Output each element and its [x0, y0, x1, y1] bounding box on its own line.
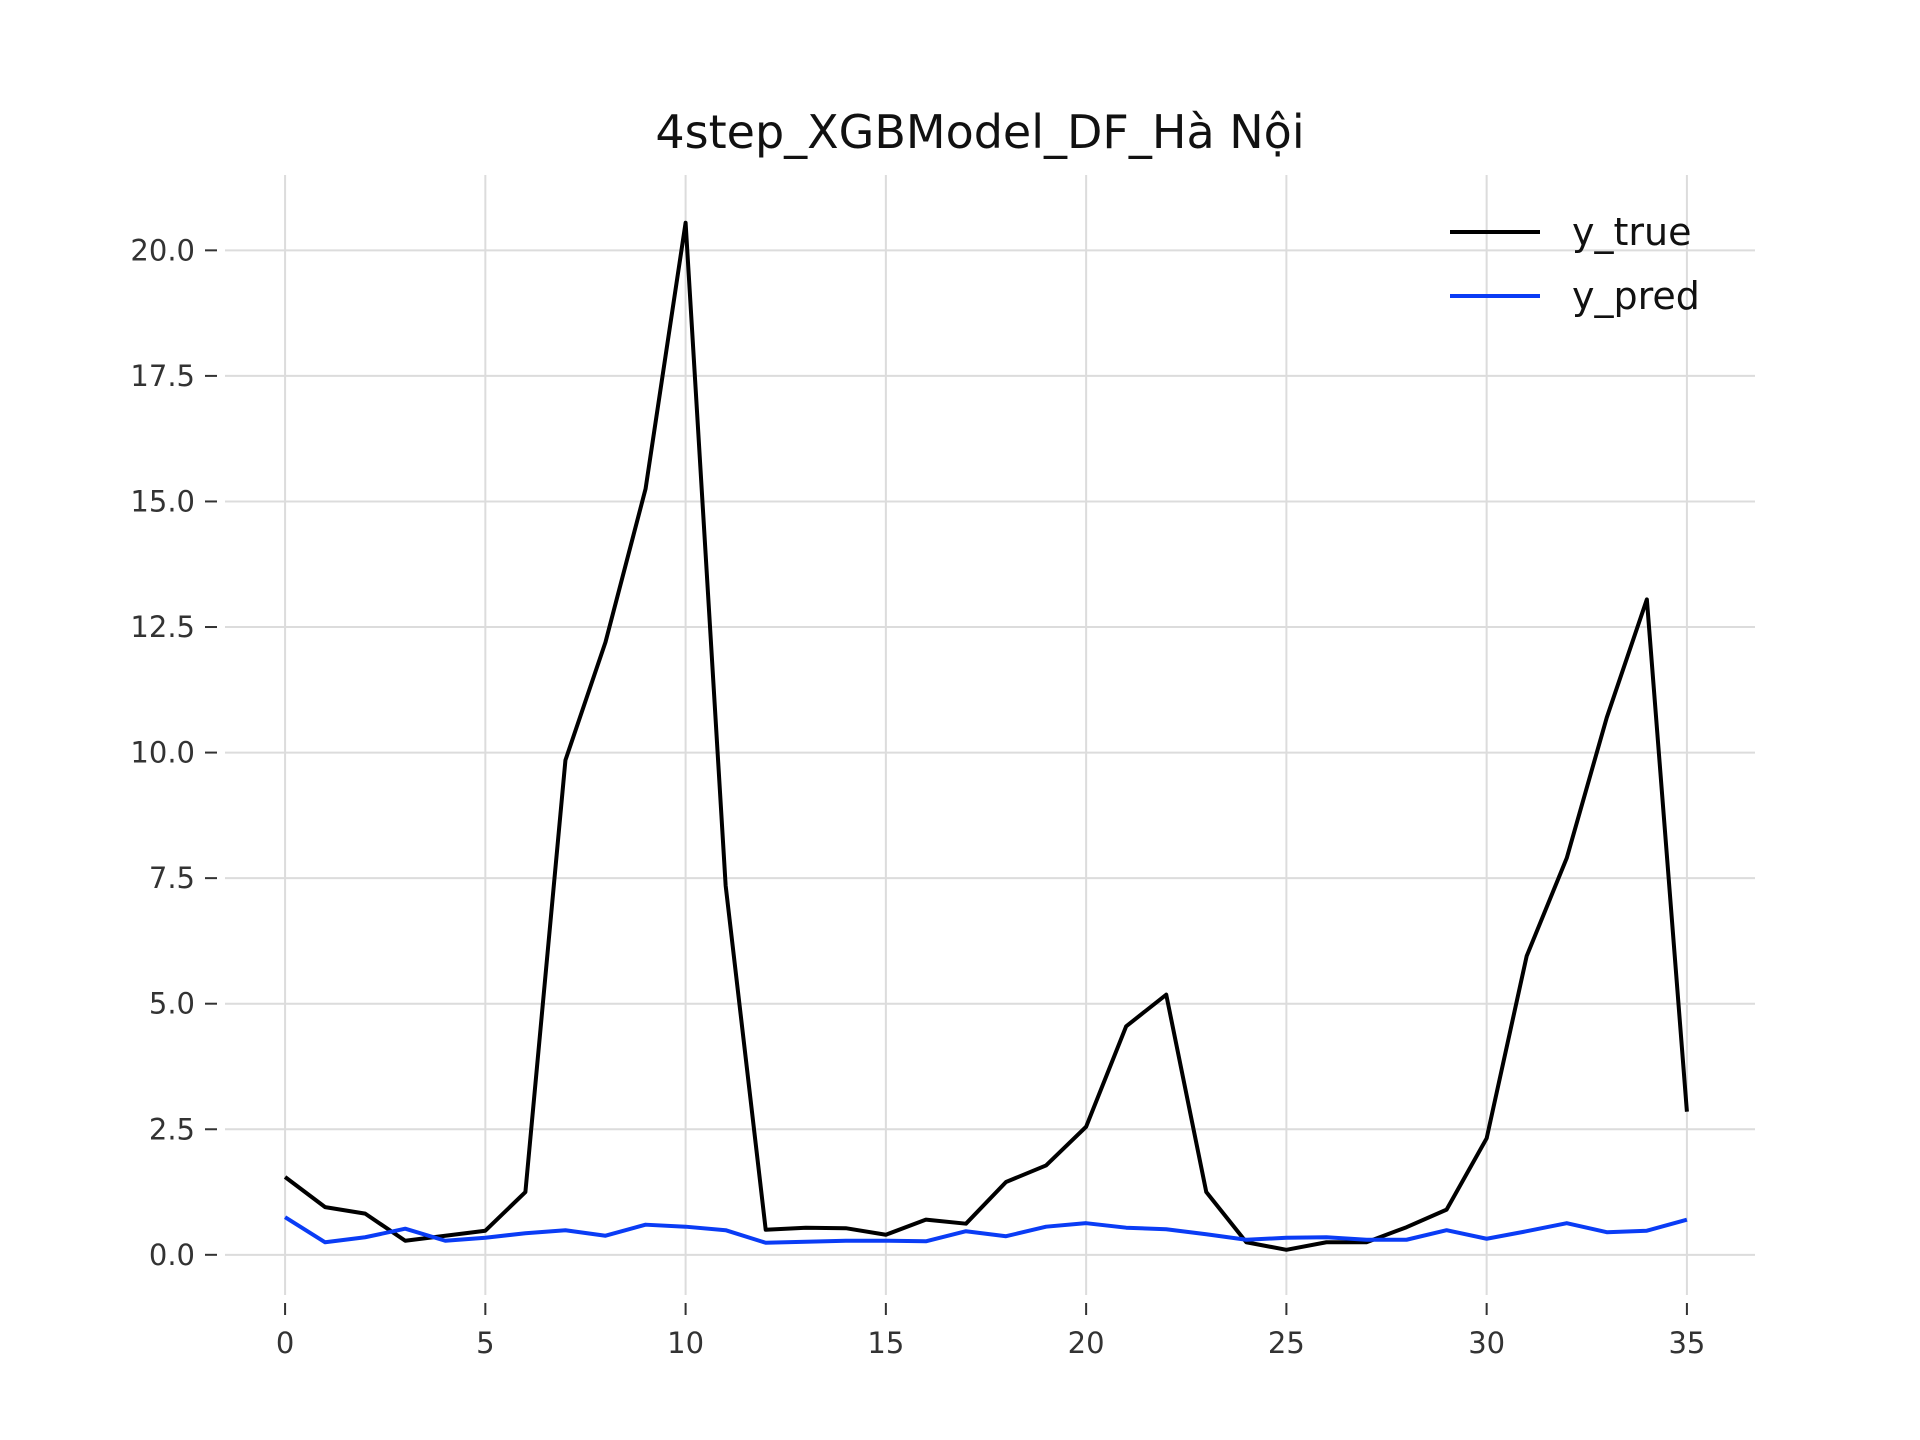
y-tick-label: 17.5 [130, 359, 195, 393]
x-axis: 0 5 10 15 20 25 30 35 [276, 1303, 1705, 1360]
x-tick-label: 10 [667, 1326, 704, 1360]
legend-label: y_true [1572, 210, 1691, 254]
x-tick-label: 15 [867, 1326, 904, 1360]
x-tick-label: 35 [1668, 1326, 1705, 1360]
series-line-y-true [283, 220, 1689, 1252]
x-tick-label: 20 [1068, 1326, 1105, 1360]
y-tick-label: 0.0 [149, 1238, 195, 1272]
x-tick-label: 30 [1468, 1326, 1505, 1360]
x-tick-label: 25 [1268, 1326, 1305, 1360]
y-axis: 0.0 2.5 5.0 7.5 10.0 12.5 15.0 17.5 20.0 [130, 233, 217, 1272]
y-tick-label: 15.0 [130, 484, 195, 518]
y-tick-label: 7.5 [149, 861, 195, 895]
y-tick-label: 10.0 [130, 736, 195, 770]
y-tick-label: 20.0 [130, 233, 195, 267]
legend-label: y_pred [1572, 274, 1700, 318]
x-tick-label: 5 [476, 1326, 494, 1360]
grid [225, 175, 1755, 1295]
legend: y_true y_pred [1450, 210, 1700, 318]
series-layer [283, 220, 1689, 1252]
y-tick-label: 5.0 [149, 987, 195, 1021]
x-tick-label: 0 [276, 1326, 294, 1360]
y-tick-label: 2.5 [149, 1112, 195, 1146]
y-tick-label: 12.5 [130, 610, 195, 644]
series-line-y-pred [284, 1215, 1688, 1245]
chart-title: 4step_XGBModel_DF_Hà Nội [655, 105, 1304, 159]
